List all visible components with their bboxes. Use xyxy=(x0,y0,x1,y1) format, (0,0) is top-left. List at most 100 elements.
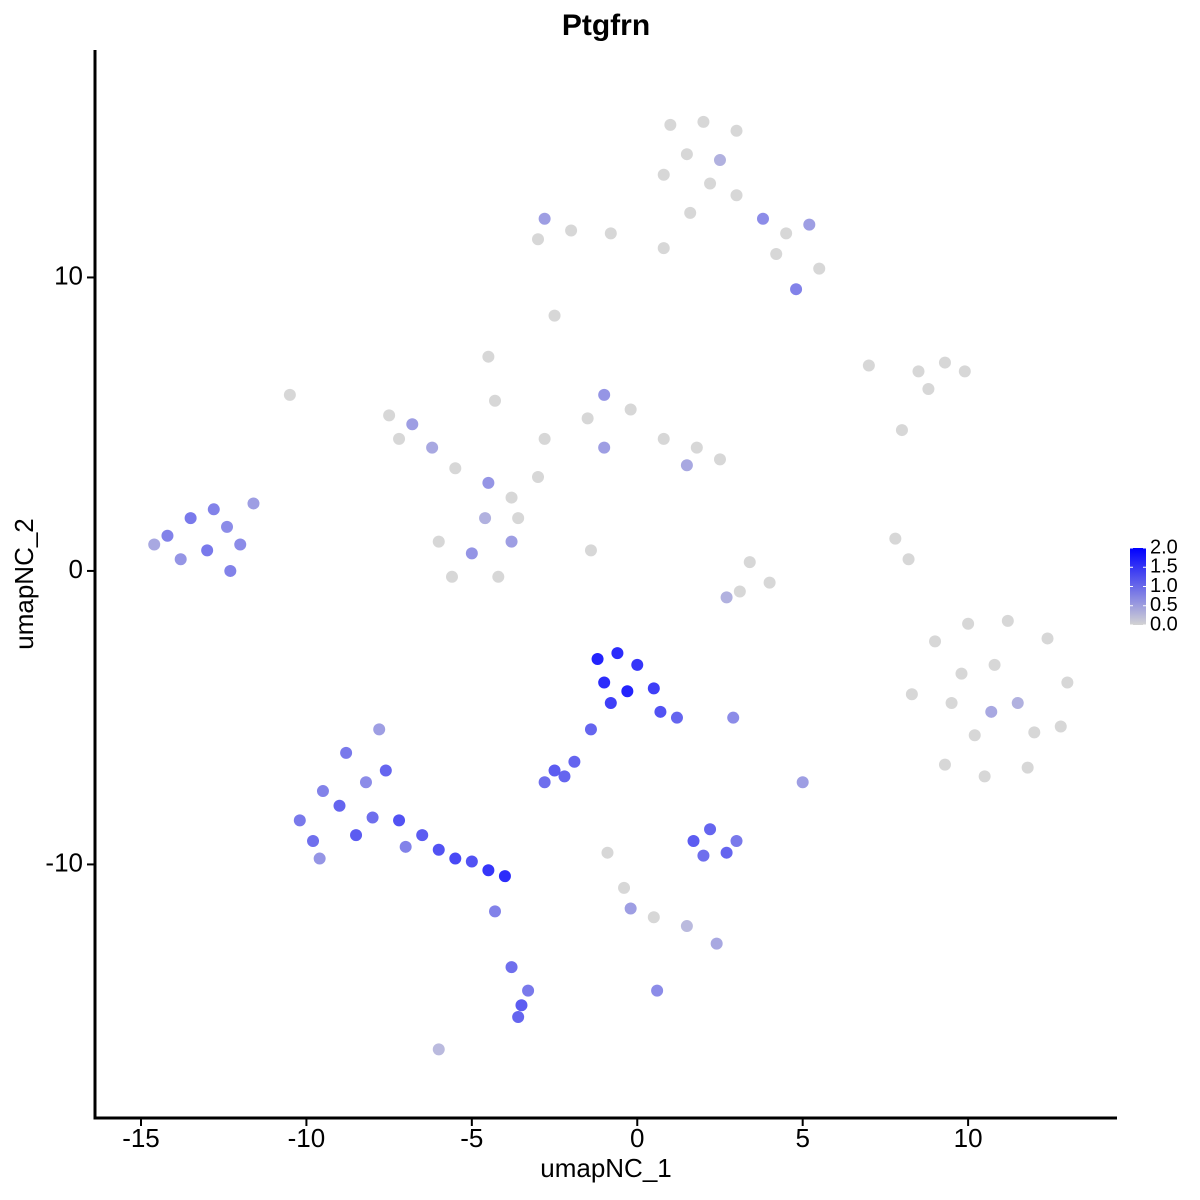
cell-point xyxy=(379,764,392,777)
cell-point xyxy=(432,1043,445,1056)
cell-point xyxy=(598,441,611,454)
cell-point xyxy=(720,591,733,604)
colorbar-label: 2.0 xyxy=(1150,536,1178,558)
cell-point xyxy=(912,365,925,378)
cell-point xyxy=(647,911,660,924)
cell-point xyxy=(498,870,511,883)
cell-point xyxy=(598,676,611,689)
cell-point xyxy=(1001,614,1014,627)
cell-point xyxy=(710,937,723,950)
cell-point xyxy=(895,424,908,437)
y-tick-label: -10 xyxy=(45,847,83,877)
cell-point xyxy=(512,1011,525,1024)
cell-point xyxy=(584,544,597,557)
cell-point xyxy=(532,233,545,246)
cell-point xyxy=(955,667,968,680)
cell-point xyxy=(790,283,803,296)
cell-point xyxy=(445,570,458,583)
cell-point xyxy=(449,462,462,475)
points-layer xyxy=(148,115,1074,1056)
cell-point xyxy=(938,356,951,369)
cell-point xyxy=(763,576,776,589)
cell-point xyxy=(307,834,320,847)
cell-point xyxy=(247,497,260,510)
cell-point xyxy=(654,705,667,718)
cell-point xyxy=(479,512,492,525)
cell-point xyxy=(340,746,353,759)
cell-point xyxy=(174,553,187,566)
cell-point xyxy=(905,688,918,701)
cell-point xyxy=(604,227,617,240)
cell-point xyxy=(283,388,296,401)
cell-point xyxy=(148,538,161,551)
colorbar-label: 0.5 xyxy=(1150,594,1178,616)
cell-point xyxy=(988,658,1001,671)
cell-point xyxy=(568,755,581,768)
cell-point xyxy=(201,544,214,557)
cell-point xyxy=(985,705,998,718)
cell-point xyxy=(704,177,717,190)
cell-point xyxy=(416,829,429,842)
cell-point xyxy=(968,729,981,742)
cell-point xyxy=(465,855,478,868)
cell-point xyxy=(958,365,971,378)
colorbar xyxy=(1130,548,1146,625)
cell-point xyxy=(224,564,237,577)
cell-point xyxy=(631,658,644,671)
cell-point xyxy=(922,382,935,395)
cell-point xyxy=(680,148,693,161)
cell-point xyxy=(889,532,902,545)
cell-point xyxy=(938,758,951,771)
cell-point xyxy=(730,189,743,202)
colorbar-label: 1.5 xyxy=(1150,556,1178,578)
cell-point xyxy=(366,811,379,824)
cell-point xyxy=(902,553,915,566)
cell-point xyxy=(604,697,617,710)
cell-point xyxy=(538,776,551,789)
cell-point xyxy=(505,535,518,548)
cell-point xyxy=(680,920,693,933)
cell-point xyxy=(727,711,740,724)
cell-point xyxy=(690,441,703,454)
cell-point xyxy=(803,218,816,231)
cell-point xyxy=(505,961,518,974)
cell-point xyxy=(647,682,660,695)
cell-point xyxy=(161,529,174,542)
cell-point xyxy=(1028,726,1041,739)
cell-point xyxy=(548,309,561,322)
x-tick-label: -5 xyxy=(460,1123,483,1153)
cell-point xyxy=(512,512,525,525)
chart-title: Ptgfrn xyxy=(562,9,650,42)
cell-point xyxy=(581,412,594,425)
cell-point xyxy=(962,617,975,630)
cell-point xyxy=(621,685,634,698)
cell-point xyxy=(862,359,875,372)
cell-point xyxy=(713,154,726,167)
cell-point xyxy=(482,476,495,489)
cell-point xyxy=(1011,697,1024,710)
cell-point xyxy=(697,849,710,862)
cell-point xyxy=(704,823,717,836)
cell-point xyxy=(697,115,710,128)
cell-point xyxy=(743,556,756,569)
cell-point xyxy=(432,535,445,548)
cell-point xyxy=(1021,761,1034,774)
cell-point xyxy=(611,647,624,660)
cell-point xyxy=(770,247,783,260)
cell-point xyxy=(432,843,445,856)
cell-point xyxy=(730,124,743,137)
cell-point xyxy=(670,711,683,724)
cell-point xyxy=(687,834,700,847)
cell-point xyxy=(426,441,439,454)
cell-point xyxy=(945,697,958,710)
cell-point xyxy=(598,388,611,401)
cell-point xyxy=(733,585,746,598)
x-tick-label: 5 xyxy=(795,1123,809,1153)
cell-point xyxy=(350,829,363,842)
cell-point xyxy=(316,785,329,798)
cell-point xyxy=(584,723,597,736)
cell-point xyxy=(293,814,306,827)
cell-point xyxy=(393,432,406,445)
cell-point xyxy=(488,905,501,918)
